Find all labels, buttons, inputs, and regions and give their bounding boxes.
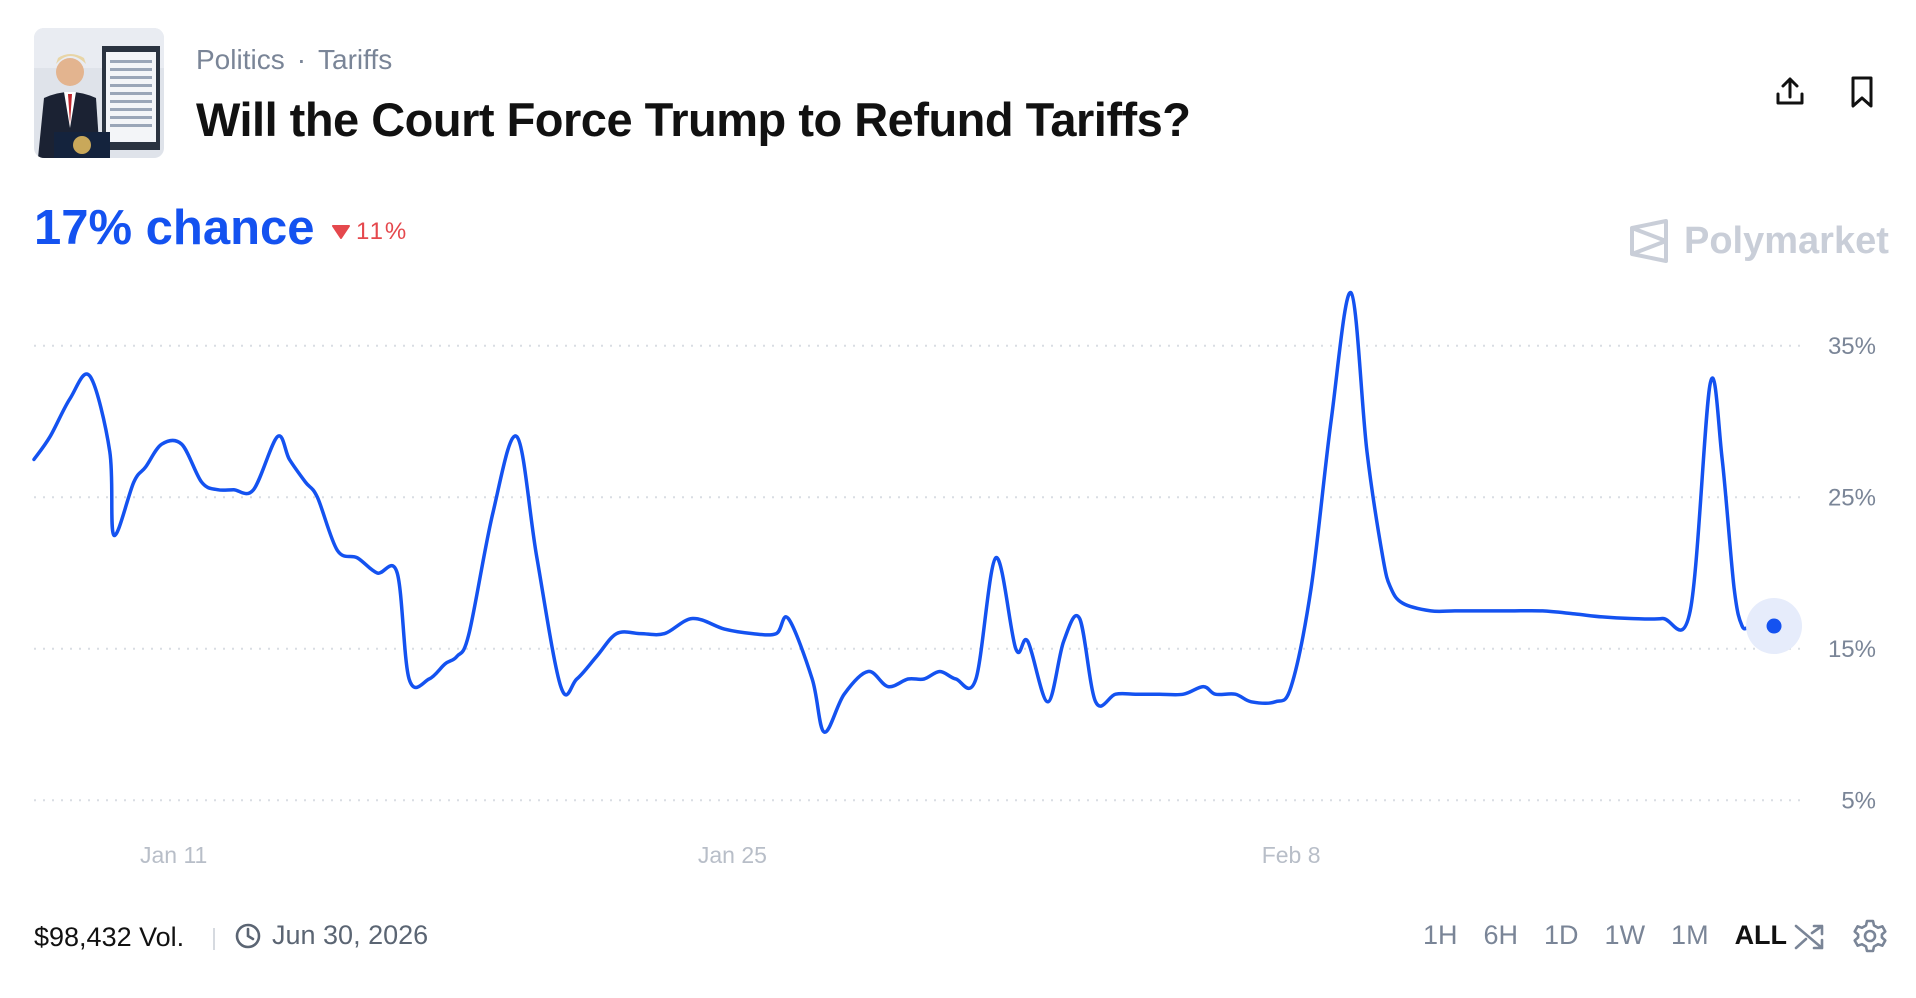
breadcrumb-separator: · bbox=[296, 44, 307, 75]
change-badge: 11% bbox=[332, 218, 408, 246]
chart-series-line bbox=[32, 290, 1776, 734]
polymarket-logo-icon bbox=[1630, 219, 1668, 263]
end-date-text: Jun 30, 2026 bbox=[272, 920, 429, 950]
polymarket-brand: Polymarket bbox=[1628, 218, 1889, 264]
x-axis-labels: Jan 11 Jan 25 Feb 8 bbox=[140, 842, 1321, 868]
x-tick-label: Jan 11 bbox=[140, 842, 207, 868]
gear-icon[interactable] bbox=[1852, 918, 1888, 954]
price-chart[interactable]: 35% 25% 15% 5% Jan 11 Jan 25 Feb 8 bbox=[0, 0, 1916, 900]
range-6h[interactable]: 6H bbox=[1483, 920, 1519, 950]
range-1w[interactable]: 1W bbox=[1604, 920, 1646, 950]
y-tick-label: 25% bbox=[1828, 484, 1876, 511]
volume-label: $98,432 Vol. bbox=[34, 922, 185, 952]
y-axis-labels: 35% 25% 15% 5% bbox=[1828, 333, 1876, 815]
breadcrumb-category[interactable]: Politics bbox=[196, 44, 285, 75]
y-tick-label: 35% bbox=[1828, 333, 1876, 360]
range-all[interactable]: ALL bbox=[1734, 920, 1788, 950]
range-1h[interactable]: 1H bbox=[1423, 920, 1458, 950]
share-icon[interactable] bbox=[1770, 72, 1810, 112]
end-date: Jun 30, 2026 bbox=[234, 920, 428, 951]
x-tick-label: Feb 8 bbox=[1262, 842, 1321, 868]
change-value: 11% bbox=[356, 218, 409, 245]
y-tick-label: 15% bbox=[1828, 636, 1876, 663]
market-photo-icon bbox=[34, 28, 164, 158]
clock-icon bbox=[235, 923, 261, 948]
bookmark-icon[interactable] bbox=[1842, 72, 1882, 112]
time-range-tabs: 1H 6H 1D 1W 1M ALL bbox=[1410, 920, 1800, 951]
page-title: Will the Court Force Trump to Refund Tar… bbox=[196, 93, 1191, 146]
range-1m[interactable]: 1M bbox=[1671, 920, 1709, 950]
shuffle-icon[interactable] bbox=[1792, 918, 1828, 954]
range-1d[interactable]: 1D bbox=[1544, 920, 1579, 950]
down-triangle-icon bbox=[332, 225, 350, 239]
footer-divider bbox=[213, 928, 215, 950]
chart-grid bbox=[34, 344, 1800, 802]
chance-value: 17% chance bbox=[34, 201, 315, 255]
y-tick-label: 5% bbox=[1841, 787, 1876, 814]
current-point-marker[interactable] bbox=[1766, 618, 1782, 634]
breadcrumb: Politics · Tariffs bbox=[196, 44, 392, 76]
breadcrumb-subcategory[interactable]: Tariffs bbox=[318, 44, 393, 75]
x-tick-label: Jan 25 bbox=[698, 842, 767, 868]
brand-name: Polymarket bbox=[1684, 219, 1889, 262]
